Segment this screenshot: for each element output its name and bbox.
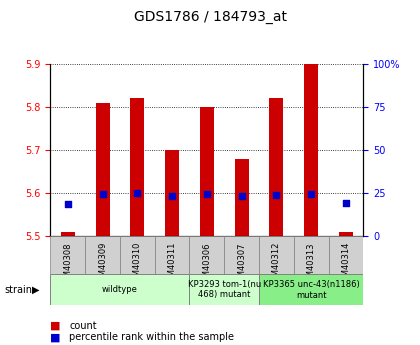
Bar xyxy=(328,236,363,274)
Bar xyxy=(200,107,214,236)
Bar xyxy=(294,236,328,274)
Bar xyxy=(130,98,144,236)
Point xyxy=(134,190,141,196)
Text: percentile rank within the sample: percentile rank within the sample xyxy=(69,333,234,342)
Text: strain: strain xyxy=(4,285,32,295)
Text: ■: ■ xyxy=(50,321,61,331)
Text: GSM40311: GSM40311 xyxy=(168,242,176,287)
Bar xyxy=(155,236,189,274)
Point xyxy=(204,192,210,197)
Bar xyxy=(50,236,85,274)
Point xyxy=(99,191,106,197)
Text: GSM40307: GSM40307 xyxy=(237,242,246,287)
Bar xyxy=(235,159,249,236)
Text: GDS1786 / 184793_at: GDS1786 / 184793_at xyxy=(134,10,286,24)
Point xyxy=(169,193,176,198)
Point xyxy=(273,192,280,198)
Text: count: count xyxy=(69,321,97,331)
Point xyxy=(343,200,349,206)
Text: GSM40306: GSM40306 xyxy=(202,242,211,287)
Bar xyxy=(270,98,284,236)
Text: ▶: ▶ xyxy=(32,285,39,295)
Bar xyxy=(189,236,224,274)
Bar xyxy=(50,274,189,305)
Bar xyxy=(120,236,155,274)
Text: GSM40314: GSM40314 xyxy=(341,242,350,287)
Bar xyxy=(165,150,179,236)
Text: GSM40310: GSM40310 xyxy=(133,242,142,287)
Bar xyxy=(224,236,259,274)
Bar xyxy=(189,274,259,305)
Bar xyxy=(259,274,363,305)
Text: KP3365 unc-43(n1186)
mutant: KP3365 unc-43(n1186) mutant xyxy=(263,280,360,299)
Text: GSM40309: GSM40309 xyxy=(98,242,107,287)
Text: KP3293 tom-1(nu
468) mutant: KP3293 tom-1(nu 468) mutant xyxy=(188,280,261,299)
Point xyxy=(238,193,245,198)
Text: GSM40308: GSM40308 xyxy=(63,242,72,287)
Bar xyxy=(304,64,318,236)
Text: GSM40313: GSM40313 xyxy=(307,242,316,287)
Point xyxy=(308,191,315,197)
Bar xyxy=(96,103,110,236)
Text: GSM40312: GSM40312 xyxy=(272,242,281,287)
Text: ■: ■ xyxy=(50,333,61,342)
Text: wildtype: wildtype xyxy=(102,285,138,294)
Bar xyxy=(259,236,294,274)
Point xyxy=(64,201,71,207)
Bar xyxy=(85,236,120,274)
Bar xyxy=(61,232,75,236)
Bar xyxy=(339,232,353,236)
